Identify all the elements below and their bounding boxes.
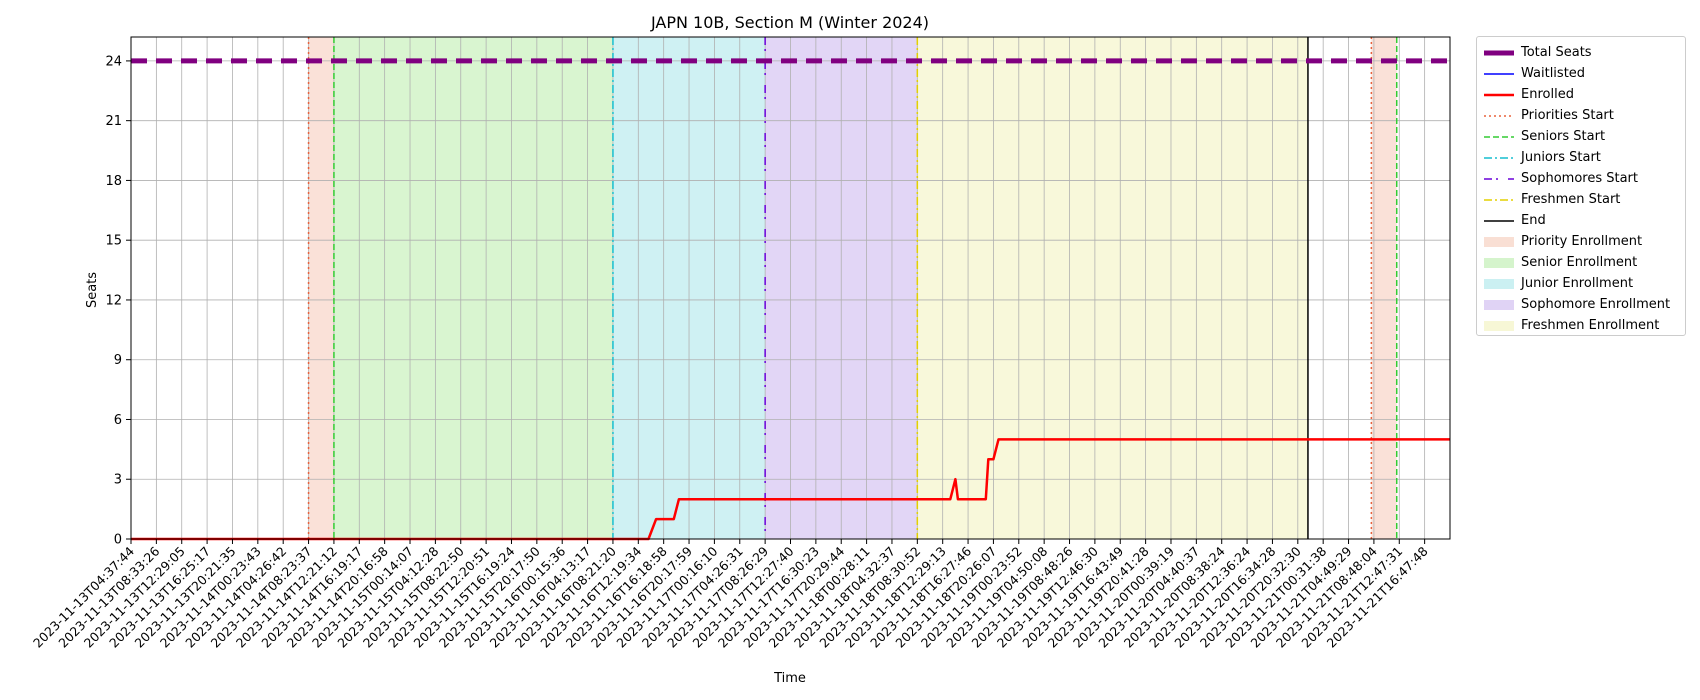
- legend-label: Enrolled: [1521, 87, 1574, 102]
- y-tick-label: 6: [114, 413, 122, 428]
- legend-label: Total Seats: [1521, 45, 1592, 60]
- legend-label: Sophomores Start: [1521, 171, 1638, 186]
- legend-item-freshmen-enrollment: Freshmen Enrollment: [1477, 316, 1685, 336]
- y-tick-label: 0: [114, 533, 122, 548]
- legend-item-sophomore-enrollment: Sophomore Enrollment: [1477, 295, 1685, 315]
- legend-swatch: [1484, 93, 1514, 97]
- legend-label: Junior Enrollment: [1521, 276, 1634, 291]
- legend-label: End: [1521, 213, 1546, 228]
- y-tick-label: 3: [114, 473, 122, 488]
- legend-item-enrolled: Enrolled: [1477, 85, 1685, 105]
- x-axis-label: Time: [773, 671, 806, 686]
- span-5: [1371, 37, 1397, 539]
- legend: Total Seats Waitlisted Enrolled Priorities …: [1476, 36, 1686, 336]
- y-tick-label: 21: [105, 114, 122, 129]
- legend-item-junior-enrollment: Junior Enrollment: [1477, 274, 1685, 294]
- legend-swatch: [1484, 136, 1514, 138]
- legend-swatch: [1484, 258, 1514, 268]
- legend-swatch: [1484, 115, 1514, 117]
- legend-label: Priority Enrollment: [1521, 234, 1643, 249]
- legend-item-priority-enrollment: Priority Enrollment: [1477, 232, 1685, 252]
- chart-title: JAPN 10B, Section M (Winter 2024): [650, 13, 929, 32]
- legend-swatch: [1484, 237, 1514, 247]
- legend-patch: [1484, 279, 1514, 289]
- y-tick-label: 24: [105, 54, 122, 69]
- y-tick-label: 18: [105, 174, 122, 189]
- legend-swatch: [1484, 279, 1514, 289]
- legend-patch: [1484, 300, 1514, 310]
- span-0: [308, 37, 334, 539]
- legend-patch: [1484, 258, 1514, 268]
- legend-patch: [1484, 237, 1514, 247]
- legend-item-sophomores-start: Sophomores Start: [1477, 169, 1685, 189]
- plot-area: 036912151821242023-11-13T04:37:442023-11…: [30, 36, 1451, 651]
- legend-label: Juniors Start: [1521, 150, 1601, 165]
- legend-label: Freshmen Start: [1521, 192, 1621, 207]
- legend-item-total-seats: Total Seats: [1477, 43, 1685, 63]
- legend-swatch: [1484, 50, 1514, 56]
- y-axis-label: Seats: [85, 272, 100, 308]
- legend-swatch: [1484, 178, 1514, 180]
- y-tick-label: 9: [114, 353, 122, 368]
- legend-label: Waitlisted: [1521, 66, 1586, 81]
- series-enrolled: [131, 438, 1450, 541]
- y-tick-label: 12: [105, 293, 122, 308]
- legend-item-waitlisted: Waitlisted: [1477, 64, 1685, 84]
- legend-swatch: [1484, 300, 1514, 310]
- legend-item-senior-enrollment: Senior Enrollment: [1477, 253, 1685, 273]
- legend-item-freshmen-start: Freshmen Start: [1477, 190, 1685, 210]
- legend-swatch: [1484, 220, 1514, 222]
- legend-label: Freshmen Enrollment: [1521, 318, 1660, 333]
- legend-item-priorities-start: Priorities Start: [1477, 106, 1685, 126]
- legend-swatch: [1484, 199, 1514, 201]
- legend-swatch: [1484, 73, 1514, 75]
- y-tick-label: 15: [105, 234, 122, 249]
- legend-swatch: [1484, 157, 1514, 159]
- span-4: [917, 37, 1308, 539]
- legend-item-end: End: [1477, 211, 1685, 231]
- legend-label: Senior Enrollment: [1521, 255, 1638, 270]
- legend-patch: [1484, 321, 1514, 331]
- legend-label: Sophomore Enrollment: [1521, 297, 1671, 312]
- legend-label: Priorities Start: [1521, 108, 1614, 123]
- legend-item-seniors-start: Seniors Start: [1477, 127, 1685, 147]
- span-1: [333, 37, 613, 539]
- legend-item-juniors-start: Juniors Start: [1477, 148, 1685, 168]
- legend-label: Seniors Start: [1521, 129, 1606, 144]
- legend-swatch: [1484, 321, 1514, 331]
